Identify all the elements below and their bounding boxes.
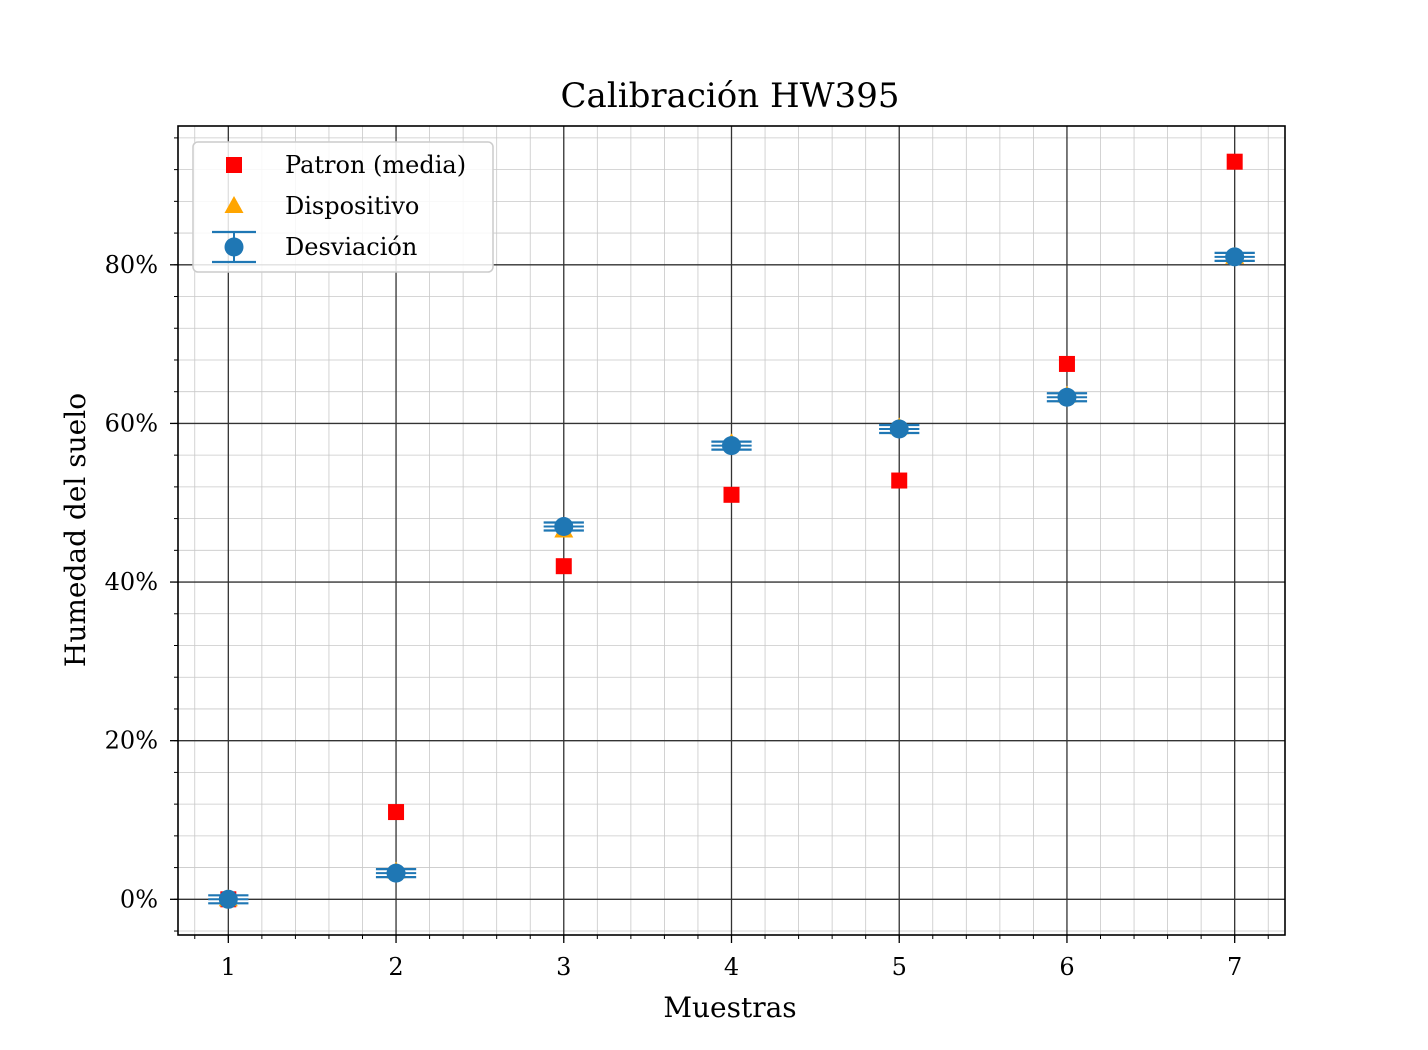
- x-tick-label: 2: [388, 953, 403, 981]
- x-tick-label: 3: [556, 953, 571, 981]
- y-tick-label: 80%: [105, 251, 158, 279]
- y-tick-label: 0%: [120, 885, 158, 913]
- legend-marker-patron: [226, 157, 242, 173]
- legend-label-patron: Patron (media): [285, 151, 466, 179]
- data-marks: [208, 153, 1255, 909]
- patron-point: [891, 472, 908, 489]
- y-tick-label: 40%: [105, 568, 158, 596]
- legend-box: [192, 141, 494, 273]
- desviacion-point: [879, 419, 920, 439]
- patron-point: [1226, 153, 1243, 170]
- desviacion-point-dot: [1225, 247, 1245, 267]
- plot-frame: [177, 125, 1286, 936]
- desviacion-point: [1046, 387, 1088, 407]
- desviacion-point: [1214, 247, 1255, 267]
- desviacion-point-dot: [386, 863, 406, 883]
- legend-label-desviacion: Desviación: [285, 233, 417, 261]
- x-tick-label: 4: [724, 953, 739, 981]
- y-tick-label: 20%: [105, 727, 158, 755]
- desviacion-point-dot: [722, 436, 741, 456]
- desviacion-point: [208, 889, 249, 909]
- y-tick-label: 60%: [105, 409, 158, 437]
- tick-labels: 1 2 3 4 5 6 7 0% 20% 40% 60% 80%: [105, 251, 1243, 981]
- desviacion-point: [543, 517, 584, 537]
- chart-title: Calibración HW395: [561, 76, 900, 116]
- y-axis-label: Humedad del suelo: [59, 393, 92, 667]
- x-tick-label: 1: [221, 953, 236, 981]
- desviacion-point: [711, 436, 752, 456]
- desviacion-point-dot: [554, 517, 574, 537]
- legend-dot: [224, 237, 244, 257]
- axis-ticks: [170, 137, 1269, 943]
- legend-marker-desviacion: [212, 230, 256, 264]
- desviacion-point: [375, 863, 417, 883]
- x-tick-label: 6: [1059, 953, 1074, 981]
- x-tick-label: 7: [1227, 953, 1242, 981]
- patron-point: [388, 804, 405, 821]
- desviacion-point-dot: [218, 889, 238, 909]
- x-tick-label: 5: [892, 953, 907, 981]
- legend-marker-dispositivo: [224, 196, 244, 213]
- legend: Patron (media) Dispositivo Desviación: [192, 141, 494, 273]
- patron-point: [555, 558, 572, 575]
- patron-point: [1058, 355, 1075, 372]
- legend-label-dispositivo: Dispositivo: [285, 192, 419, 220]
- desviacion-point-dot: [889, 419, 909, 439]
- x-axis-label: Muestras: [663, 991, 796, 1024]
- patron-point: [723, 486, 740, 503]
- desviacion-point-dot: [1057, 387, 1077, 407]
